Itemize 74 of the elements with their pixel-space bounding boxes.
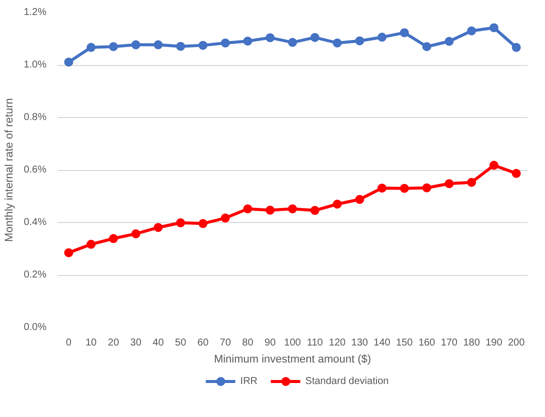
x-tick-label: 100 (284, 338, 302, 348)
point (108, 234, 118, 244)
point (198, 219, 208, 228)
y-axis-title: Monthly internal rate of return (4, 98, 16, 242)
point (220, 38, 230, 48)
x-axis-title: Minimum investment amount ($) (214, 354, 372, 366)
y-tick-label: 0.8% (24, 112, 47, 123)
x-tick-label: 40 (152, 338, 164, 348)
y-tick-label: 0.2% (24, 270, 47, 280)
point (489, 23, 498, 32)
point (310, 206, 320, 215)
point (288, 38, 297, 47)
point (243, 204, 252, 214)
point (400, 28, 409, 38)
x-tick-label: 20 (108, 338, 120, 348)
point (64, 58, 74, 67)
x-tick-label: 130 (351, 338, 368, 348)
x-tick-label: 140 (374, 338, 391, 348)
point (422, 42, 432, 52)
point (512, 42, 521, 52)
y-tick-label: 0.6% (24, 164, 47, 176)
y-tick-label: 1.0% (24, 60, 47, 70)
x-tick-label: 190 (486, 338, 503, 348)
x-tick-label: 110 (306, 338, 324, 348)
point (266, 33, 275, 42)
point (467, 26, 476, 36)
y-tick-label: 0.0% (24, 322, 47, 333)
x-tick-label: 170 (440, 338, 458, 348)
x-tick-label: 70 (220, 338, 232, 348)
point (378, 32, 387, 42)
point (444, 36, 454, 46)
x-tick-label: 120 (328, 338, 346, 348)
point (489, 160, 498, 170)
point (108, 42, 118, 52)
point (154, 40, 163, 50)
point (176, 218, 186, 228)
point (86, 240, 96, 249)
point (310, 32, 320, 42)
legend-label: IRR (240, 376, 259, 386)
point (86, 42, 96, 52)
point (422, 183, 432, 192)
point (355, 194, 364, 204)
point (176, 42, 186, 51)
point (332, 38, 342, 48)
x-tick-label: 0 (66, 338, 72, 348)
point (220, 214, 230, 223)
point (64, 248, 74, 258)
x-tick-label: 10 (86, 338, 98, 348)
x-tick-label: 160 (418, 338, 436, 348)
point (378, 184, 387, 193)
point (444, 179, 454, 188)
x-tick-label: 180 (463, 338, 480, 348)
point (131, 40, 140, 50)
point (288, 204, 297, 214)
point (198, 40, 208, 50)
point (355, 36, 364, 46)
point (400, 184, 409, 193)
x-tick-label: 30 (130, 338, 142, 348)
point (266, 206, 275, 215)
x-tick-label: 90 (264, 338, 276, 348)
point (512, 168, 521, 178)
point (131, 229, 140, 238)
y-tick-label: 0.4% (24, 217, 47, 228)
x-tick-label: 200 (508, 338, 526, 348)
x-tick-label: 50 (175, 338, 187, 348)
point (154, 222, 163, 232)
legend-label: Standard deviation (305, 376, 389, 386)
point (332, 200, 342, 209)
y-tick-label: 1.2% (24, 7, 47, 18)
point (467, 178, 476, 187)
x-tick-label: 80 (242, 338, 254, 348)
x-tick-label: 150 (396, 338, 414, 348)
point (243, 36, 252, 46)
x-tick-label: 60 (197, 338, 209, 348)
